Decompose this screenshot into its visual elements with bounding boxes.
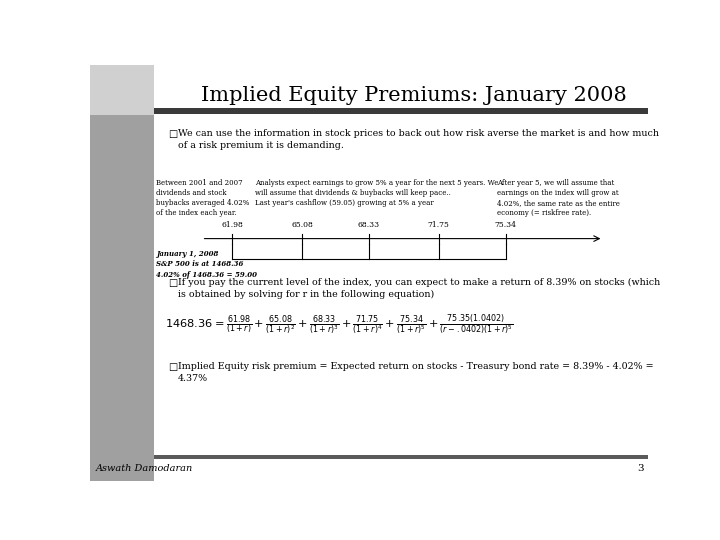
- Text: Aswath Damodaran: Aswath Damodaran: [96, 464, 193, 474]
- Bar: [154, 108, 648, 114]
- Text: 61.98: 61.98: [221, 221, 243, 229]
- Text: $1468.36 = \frac{61.98}{(1+r)} + \frac{65.08}{(1+r)^2} + \frac{68.33}{(1+r)^3} +: $1468.36 = \frac{61.98}{(1+r)} + \frac{6…: [166, 312, 514, 337]
- Text: If you pay the current level of the index, you can expect to make a return of 8.: If you pay the current level of the inde…: [178, 278, 660, 299]
- Text: 68.33: 68.33: [358, 221, 380, 229]
- Text: January 1, 2008
S&P 500 is at 1468.36
4.02% of 1468.36 = 59.00: January 1, 2008 S&P 500 is at 1468.36 4.…: [156, 250, 257, 279]
- Text: Implied Equity Premiums: January 2008: Implied Equity Premiums: January 2008: [201, 86, 626, 105]
- Bar: [90, 114, 154, 481]
- Text: Analysts expect earnings to grow 5% a year for the next 5 years. We
will assume : Analysts expect earnings to grow 5% a ye…: [255, 179, 498, 207]
- Text: □: □: [168, 129, 177, 139]
- Text: 75.34: 75.34: [495, 221, 517, 229]
- Text: □: □: [168, 278, 177, 288]
- Text: 65.08: 65.08: [291, 221, 313, 229]
- Bar: [90, 65, 154, 114]
- Text: Implied Equity risk premium = Expected return on stocks - Treasury bond rate = 8: Implied Equity risk premium = Expected r…: [178, 362, 654, 383]
- Text: After year 5, we will assume that
earnings on the index will grow at
4.02%, the : After year 5, we will assume that earnin…: [498, 179, 620, 218]
- Text: □: □: [168, 362, 177, 372]
- Text: Between 2001 and 2007
dividends and stock
buybacks averaged 4.02%
of the index e: Between 2001 and 2007 dividends and stoc…: [156, 179, 249, 218]
- Bar: [154, 455, 648, 459]
- Text: 71.75: 71.75: [428, 221, 450, 229]
- Text: 3: 3: [637, 464, 644, 474]
- Text: We can use the information in stock prices to back out how risk averse the marke: We can use the information in stock pric…: [178, 129, 660, 150]
